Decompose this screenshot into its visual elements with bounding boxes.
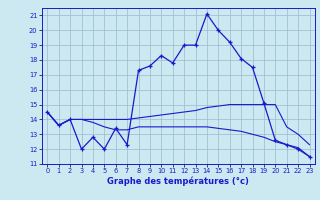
X-axis label: Graphe des températures (°c): Graphe des températures (°c) [108, 177, 249, 186]
